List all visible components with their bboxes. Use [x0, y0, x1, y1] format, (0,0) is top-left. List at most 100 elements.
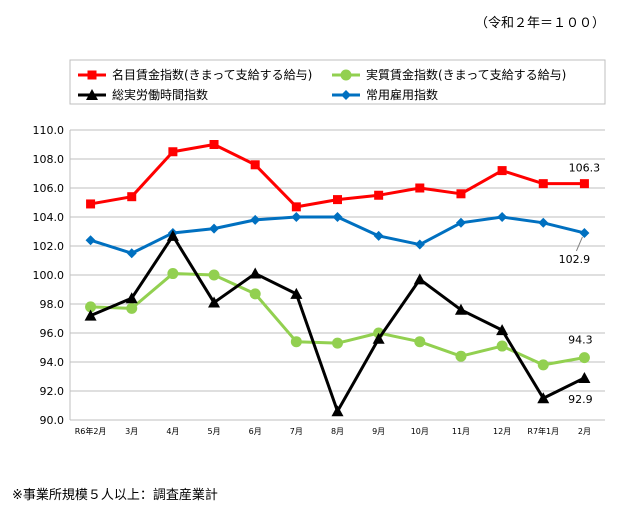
x-tick-label: R7年1月 — [527, 426, 559, 436]
x-tick-label: 2月 — [578, 427, 591, 436]
data-point — [341, 90, 351, 100]
data-point — [84, 309, 97, 321]
legend-label: 総実労働時間指数 — [112, 87, 208, 102]
x-axis: R6年2月 3月 4月 5月 6月 7月 8月 9月 10月 11月 12月 R7年1月 2月 — [75, 426, 591, 436]
x-tick-label: 7月 — [290, 427, 303, 436]
series-1 — [85, 268, 590, 371]
series-line — [89, 234, 586, 413]
leader-line — [575, 236, 583, 252]
data-point — [497, 166, 507, 176]
x-tick-label: 12月 — [493, 427, 511, 436]
data-point — [290, 336, 302, 348]
data-point — [331, 405, 344, 417]
series-layer — [84, 140, 591, 417]
legend-label: 常用雇用指数 — [366, 87, 438, 102]
legend-label: 実質賃金指数(きまって支給する給与) — [366, 67, 566, 82]
base-year-note: （令和２年＝１００） — [474, 16, 605, 31]
legend-entry: 常用雇用指数 — [332, 87, 438, 102]
x-tick-label: 6月 — [249, 427, 262, 436]
x-tick-label: 9月 — [372, 427, 385, 436]
data-point — [249, 267, 262, 279]
series-2 — [84, 229, 591, 417]
data-point — [126, 248, 137, 259]
data-point — [373, 230, 384, 241]
data-point — [209, 223, 220, 234]
x-tick-label: 4月 — [166, 427, 179, 436]
x-tick-label: 8月 — [331, 427, 344, 436]
data-point — [291, 202, 301, 212]
x-tick-label: R6年2月 — [75, 426, 107, 436]
data-point — [496, 324, 509, 336]
data-point — [249, 288, 261, 300]
data-point — [454, 303, 467, 315]
data-point — [125, 292, 138, 304]
data-point — [167, 268, 179, 280]
data-point — [291, 212, 302, 222]
data-point — [579, 227, 590, 238]
data-labels: 106.3 94.3 92.9 102.9 — [559, 162, 601, 406]
x-tick-label: 3月 — [125, 427, 138, 436]
y-tick-label: 100.0 — [33, 269, 65, 282]
series-line — [90, 272, 585, 367]
data-point — [86, 89, 98, 100]
data-point — [208, 269, 220, 281]
data-label: 106.3 — [569, 162, 601, 175]
y-tick-label: 90.0 — [40, 414, 65, 427]
data-point — [168, 147, 178, 157]
x-tick-label: 11月 — [452, 427, 470, 436]
y-tick-label: 102.0 — [33, 240, 65, 253]
data-point — [85, 235, 96, 246]
data-point — [578, 352, 590, 364]
data-point — [86, 199, 96, 209]
data-point — [537, 359, 549, 371]
data-point — [166, 229, 179, 241]
data-point — [455, 217, 466, 228]
data-point — [455, 350, 467, 362]
legend-label: 名目賃金指数(きまって支給する給与) — [112, 67, 312, 82]
data-label: 92.9 — [568, 393, 593, 406]
data-point — [372, 332, 385, 344]
data-point — [537, 392, 550, 404]
y-tick-label: 104.0 — [33, 211, 65, 224]
y-tick-label: 106.0 — [33, 182, 65, 195]
data-point — [85, 301, 97, 313]
legend-entry: 名目賃金指数(きまって支給する給与) — [78, 67, 312, 82]
data-point — [579, 179, 589, 189]
data-point — [250, 160, 260, 170]
data-point — [415, 183, 425, 193]
data-label: 94.3 — [568, 334, 593, 347]
y-tick-label: 94.0 — [40, 356, 65, 369]
y-tick-label: 108.0 — [33, 153, 65, 166]
footnote: ※事業所規模５人以上：調査産業計 — [12, 488, 218, 503]
data-point — [456, 189, 466, 199]
legend-entry: 総実労働時間指数 — [78, 87, 208, 102]
data-point — [538, 217, 549, 228]
y-tick-label: 110.0 — [33, 124, 65, 137]
data-point — [578, 371, 591, 383]
legend-frame — [69, 59, 606, 105]
data-point — [538, 179, 548, 189]
data-point — [332, 337, 343, 349]
legend: 名目賃金指数(きまって支給する給与) 実質賃金指数(きまって支給する給与) 総実労働… — [69, 59, 606, 105]
y-axis: 90.0 92.0 94.0 96.0 98.0 100.0 102.0 104.0 106.0… — [33, 124, 65, 427]
data-point — [497, 212, 508, 222]
data-label: 102.9 — [559, 253, 591, 266]
data-point — [127, 192, 137, 202]
data-point — [332, 212, 343, 222]
data-point — [414, 239, 425, 250]
legend-entry: 実質賃金指数(きまって支給する給与) — [332, 67, 566, 82]
data-point — [374, 190, 384, 200]
grid-lines — [69, 129, 605, 421]
series-0 — [86, 140, 589, 212]
data-point — [413, 273, 426, 285]
x-tick-label: 5月 — [207, 427, 220, 436]
y-tick-label: 96.0 — [40, 327, 65, 340]
data-point — [340, 69, 352, 81]
x-tick-label: 10月 — [411, 427, 429, 436]
data-point — [496, 340, 508, 352]
data-point — [250, 214, 261, 225]
data-point — [87, 70, 97, 80]
data-point — [414, 336, 426, 348]
data-point — [209, 140, 219, 149]
